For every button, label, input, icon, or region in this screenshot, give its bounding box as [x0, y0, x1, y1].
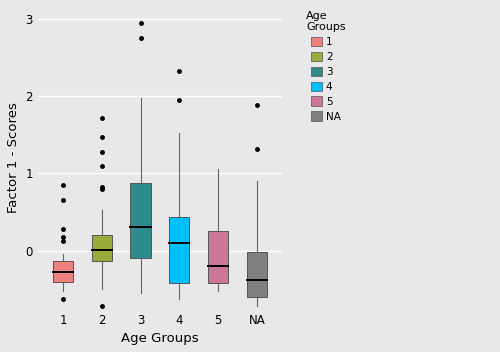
Y-axis label: Factor 1 - Scores: Factor 1 - Scores [7, 102, 20, 213]
Bar [169, 218, 190, 283]
Bar [53, 261, 73, 282]
Legend: 1, 2, 3, 4, 5, NA: 1, 2, 3, 4, 5, NA [302, 6, 350, 126]
Bar [246, 252, 267, 297]
Bar [208, 231, 228, 283]
Bar [92, 235, 112, 262]
X-axis label: Age Groups: Age Groups [121, 332, 199, 345]
Bar [130, 183, 150, 258]
